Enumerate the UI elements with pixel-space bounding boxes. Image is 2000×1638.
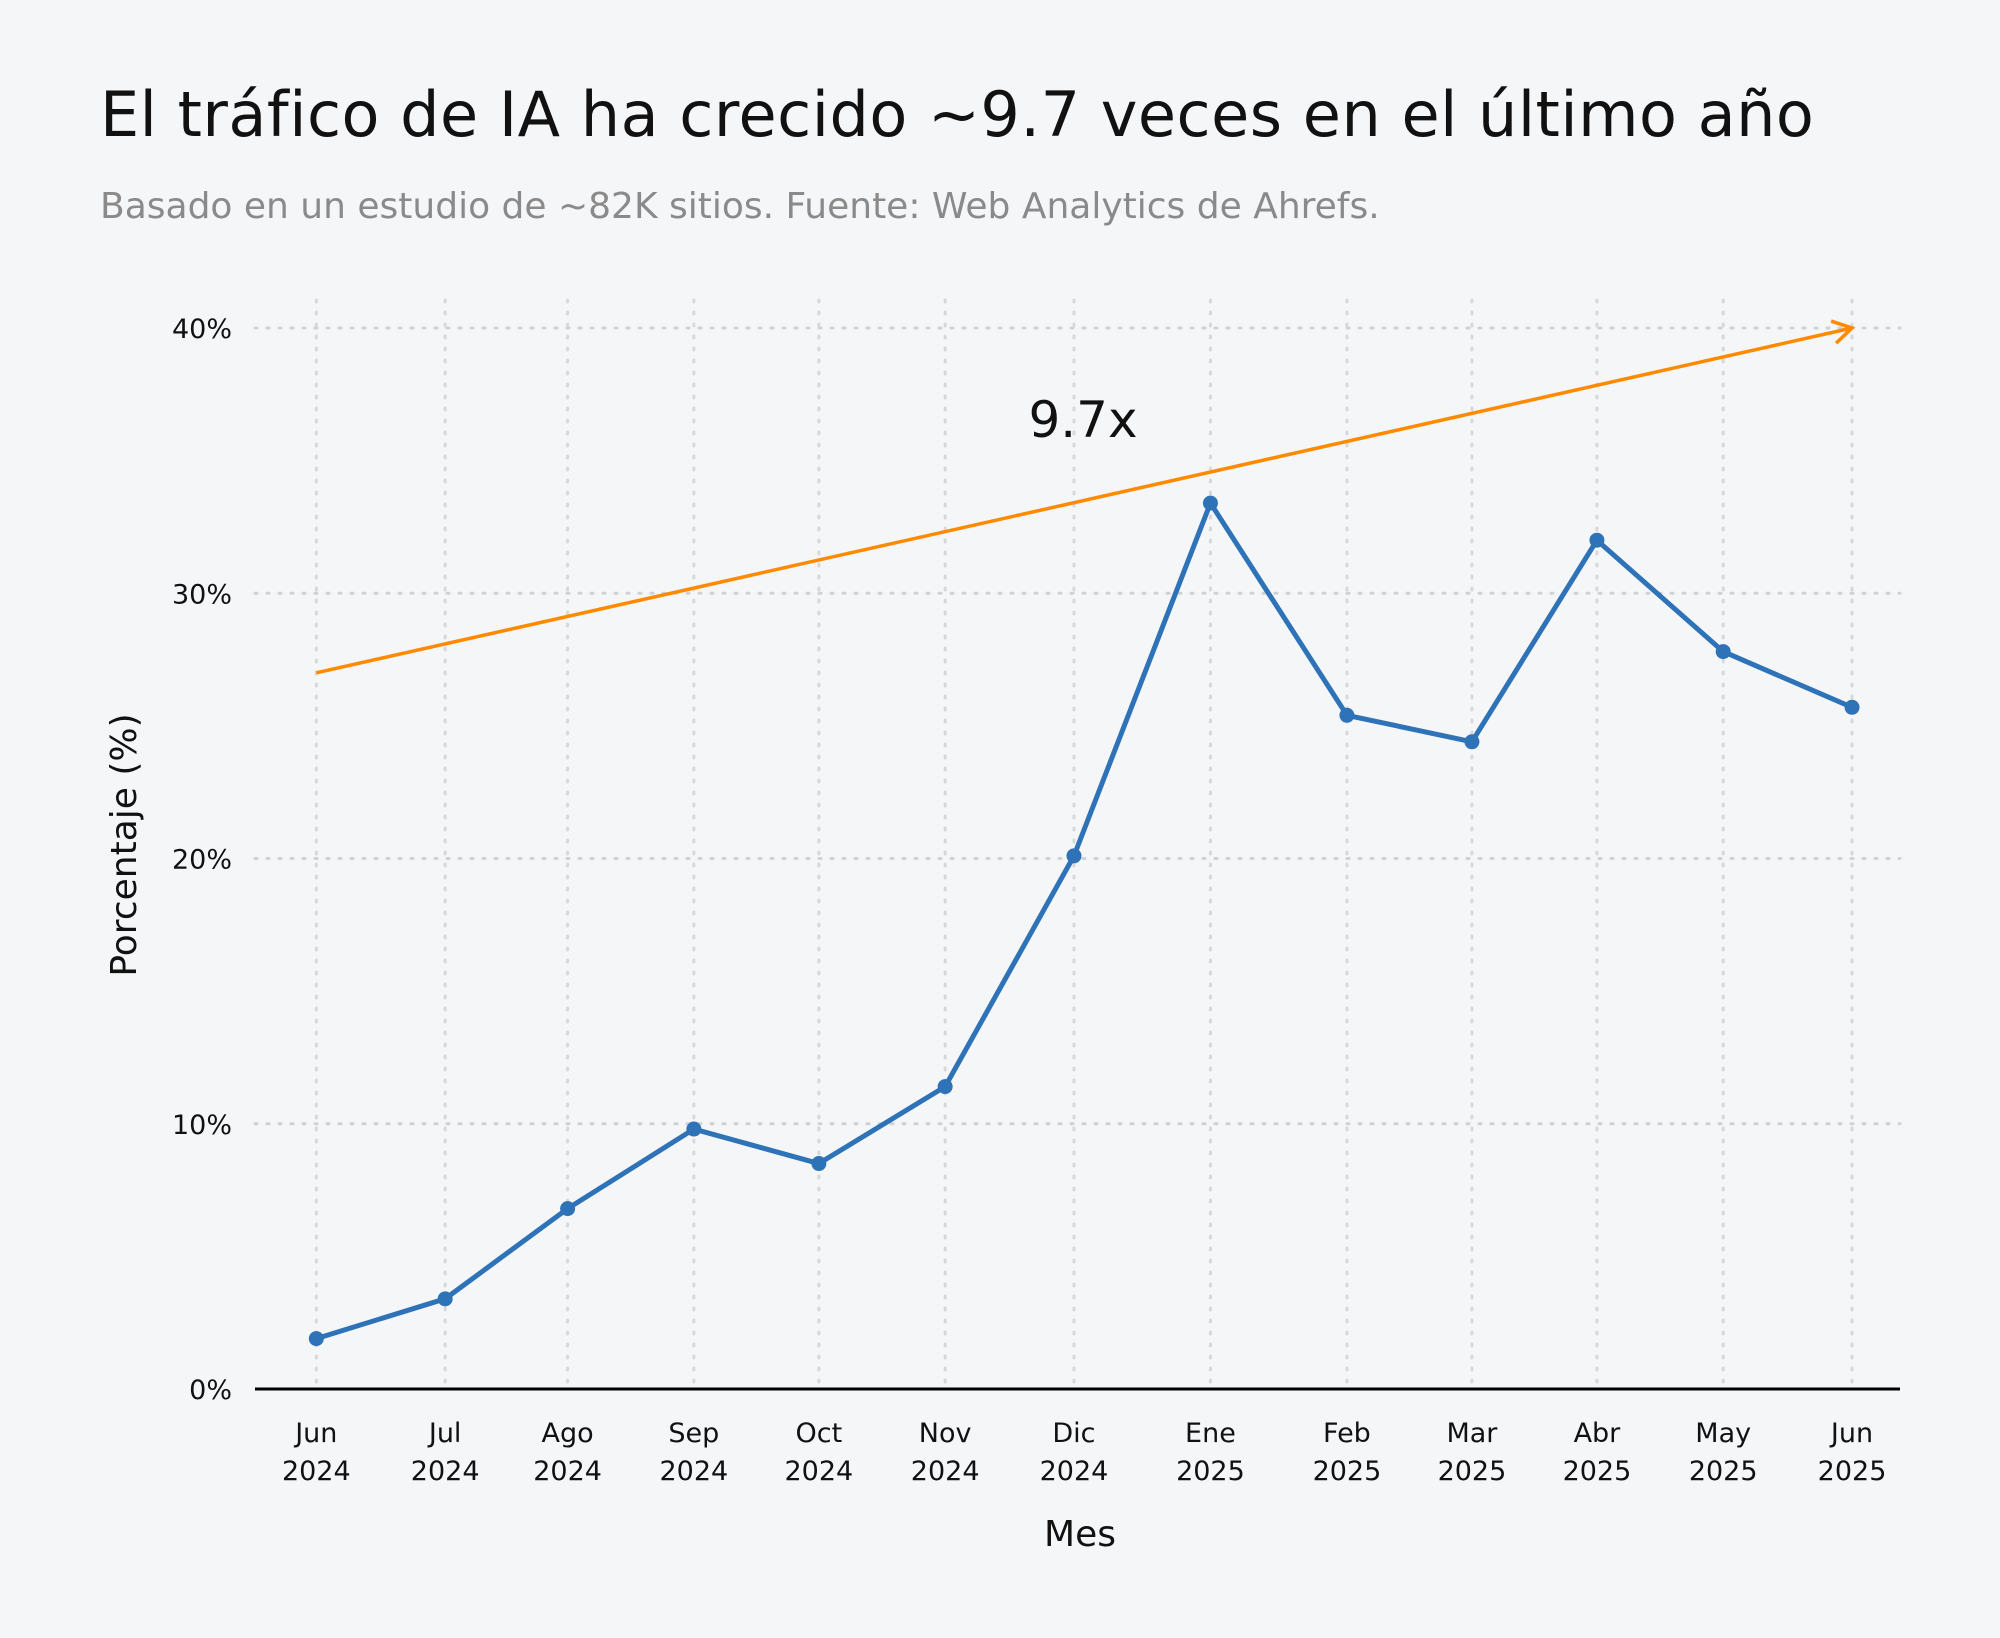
data-point <box>1715 644 1731 660</box>
x-tick-label: Jun <box>1829 1418 1873 1449</box>
data-point <box>1202 495 1218 511</box>
x-tick-label: Sep <box>668 1418 719 1449</box>
y-tick-label: 10% <box>172 1110 232 1141</box>
x-tick-label: 2025 <box>1176 1456 1245 1487</box>
x-tick-label: 2025 <box>1563 1456 1632 1487</box>
data-point <box>437 1291 453 1307</box>
data-point <box>1066 848 1082 864</box>
y-tick-label: 40% <box>172 314 232 345</box>
x-tick-label: Mar <box>1446 1418 1498 1449</box>
series-line <box>315 500 1854 1341</box>
x-tick-label: Nov <box>919 1418 972 1449</box>
x-tick-label: Dic <box>1052 1418 1095 1449</box>
x-tick-label: 2025 <box>1438 1456 1507 1487</box>
y-tick-label: 30% <box>172 579 232 610</box>
x-tick-label: Abr <box>1574 1418 1622 1449</box>
x-tick-label: 2024 <box>411 1456 480 1487</box>
data-point <box>1844 699 1860 715</box>
annotation-label: 9.7x <box>1028 391 1137 449</box>
data-point <box>686 1121 702 1137</box>
x-tick-label: Feb <box>1323 1418 1371 1449</box>
data-point <box>560 1201 576 1217</box>
x-tick-label: Ene <box>1185 1418 1236 1449</box>
data-point <box>811 1156 827 1172</box>
x-tick-label: 2024 <box>282 1456 351 1487</box>
x-tick-label: 2024 <box>1040 1456 1109 1487</box>
x-tick-label: Jul <box>427 1418 462 1449</box>
data-point <box>308 1331 324 1347</box>
data-point <box>1464 734 1480 750</box>
chart-title: El tráfico de IA ha crecido ~9.7 veces e… <box>100 78 1815 151</box>
x-tick-label: Oct <box>796 1418 843 1449</box>
x-tick-label: May <box>1695 1418 1751 1449</box>
chart-subtitle: Basado en un estudio de ~82K sitios. Fue… <box>100 186 1380 227</box>
data-point <box>937 1079 953 1095</box>
data-point <box>1339 707 1355 723</box>
trend-arrow-line <box>315 326 1853 675</box>
x-tick-label: 2024 <box>533 1456 602 1487</box>
x-axis-label: Mes <box>1044 1514 1116 1555</box>
arrow-head <box>1830 319 1856 345</box>
y-tick-label: 20% <box>172 845 232 876</box>
data-point <box>1589 532 1605 548</box>
x-tick-label: 2025 <box>1689 1456 1758 1487</box>
x-tick-label: 2024 <box>660 1456 729 1487</box>
x-tick-label: 2025 <box>1313 1456 1382 1487</box>
y-axis-label: Porcentaje (%) <box>104 713 145 976</box>
y-tick-label: 0% <box>189 1375 232 1406</box>
x-tick-label: 2024 <box>785 1456 854 1487</box>
x-tick-label: 2024 <box>911 1456 980 1487</box>
x-tick-label: 2025 <box>1818 1456 1887 1487</box>
x-tick-label: Ago <box>542 1418 594 1449</box>
x-tick-label: Jun <box>293 1418 337 1449</box>
